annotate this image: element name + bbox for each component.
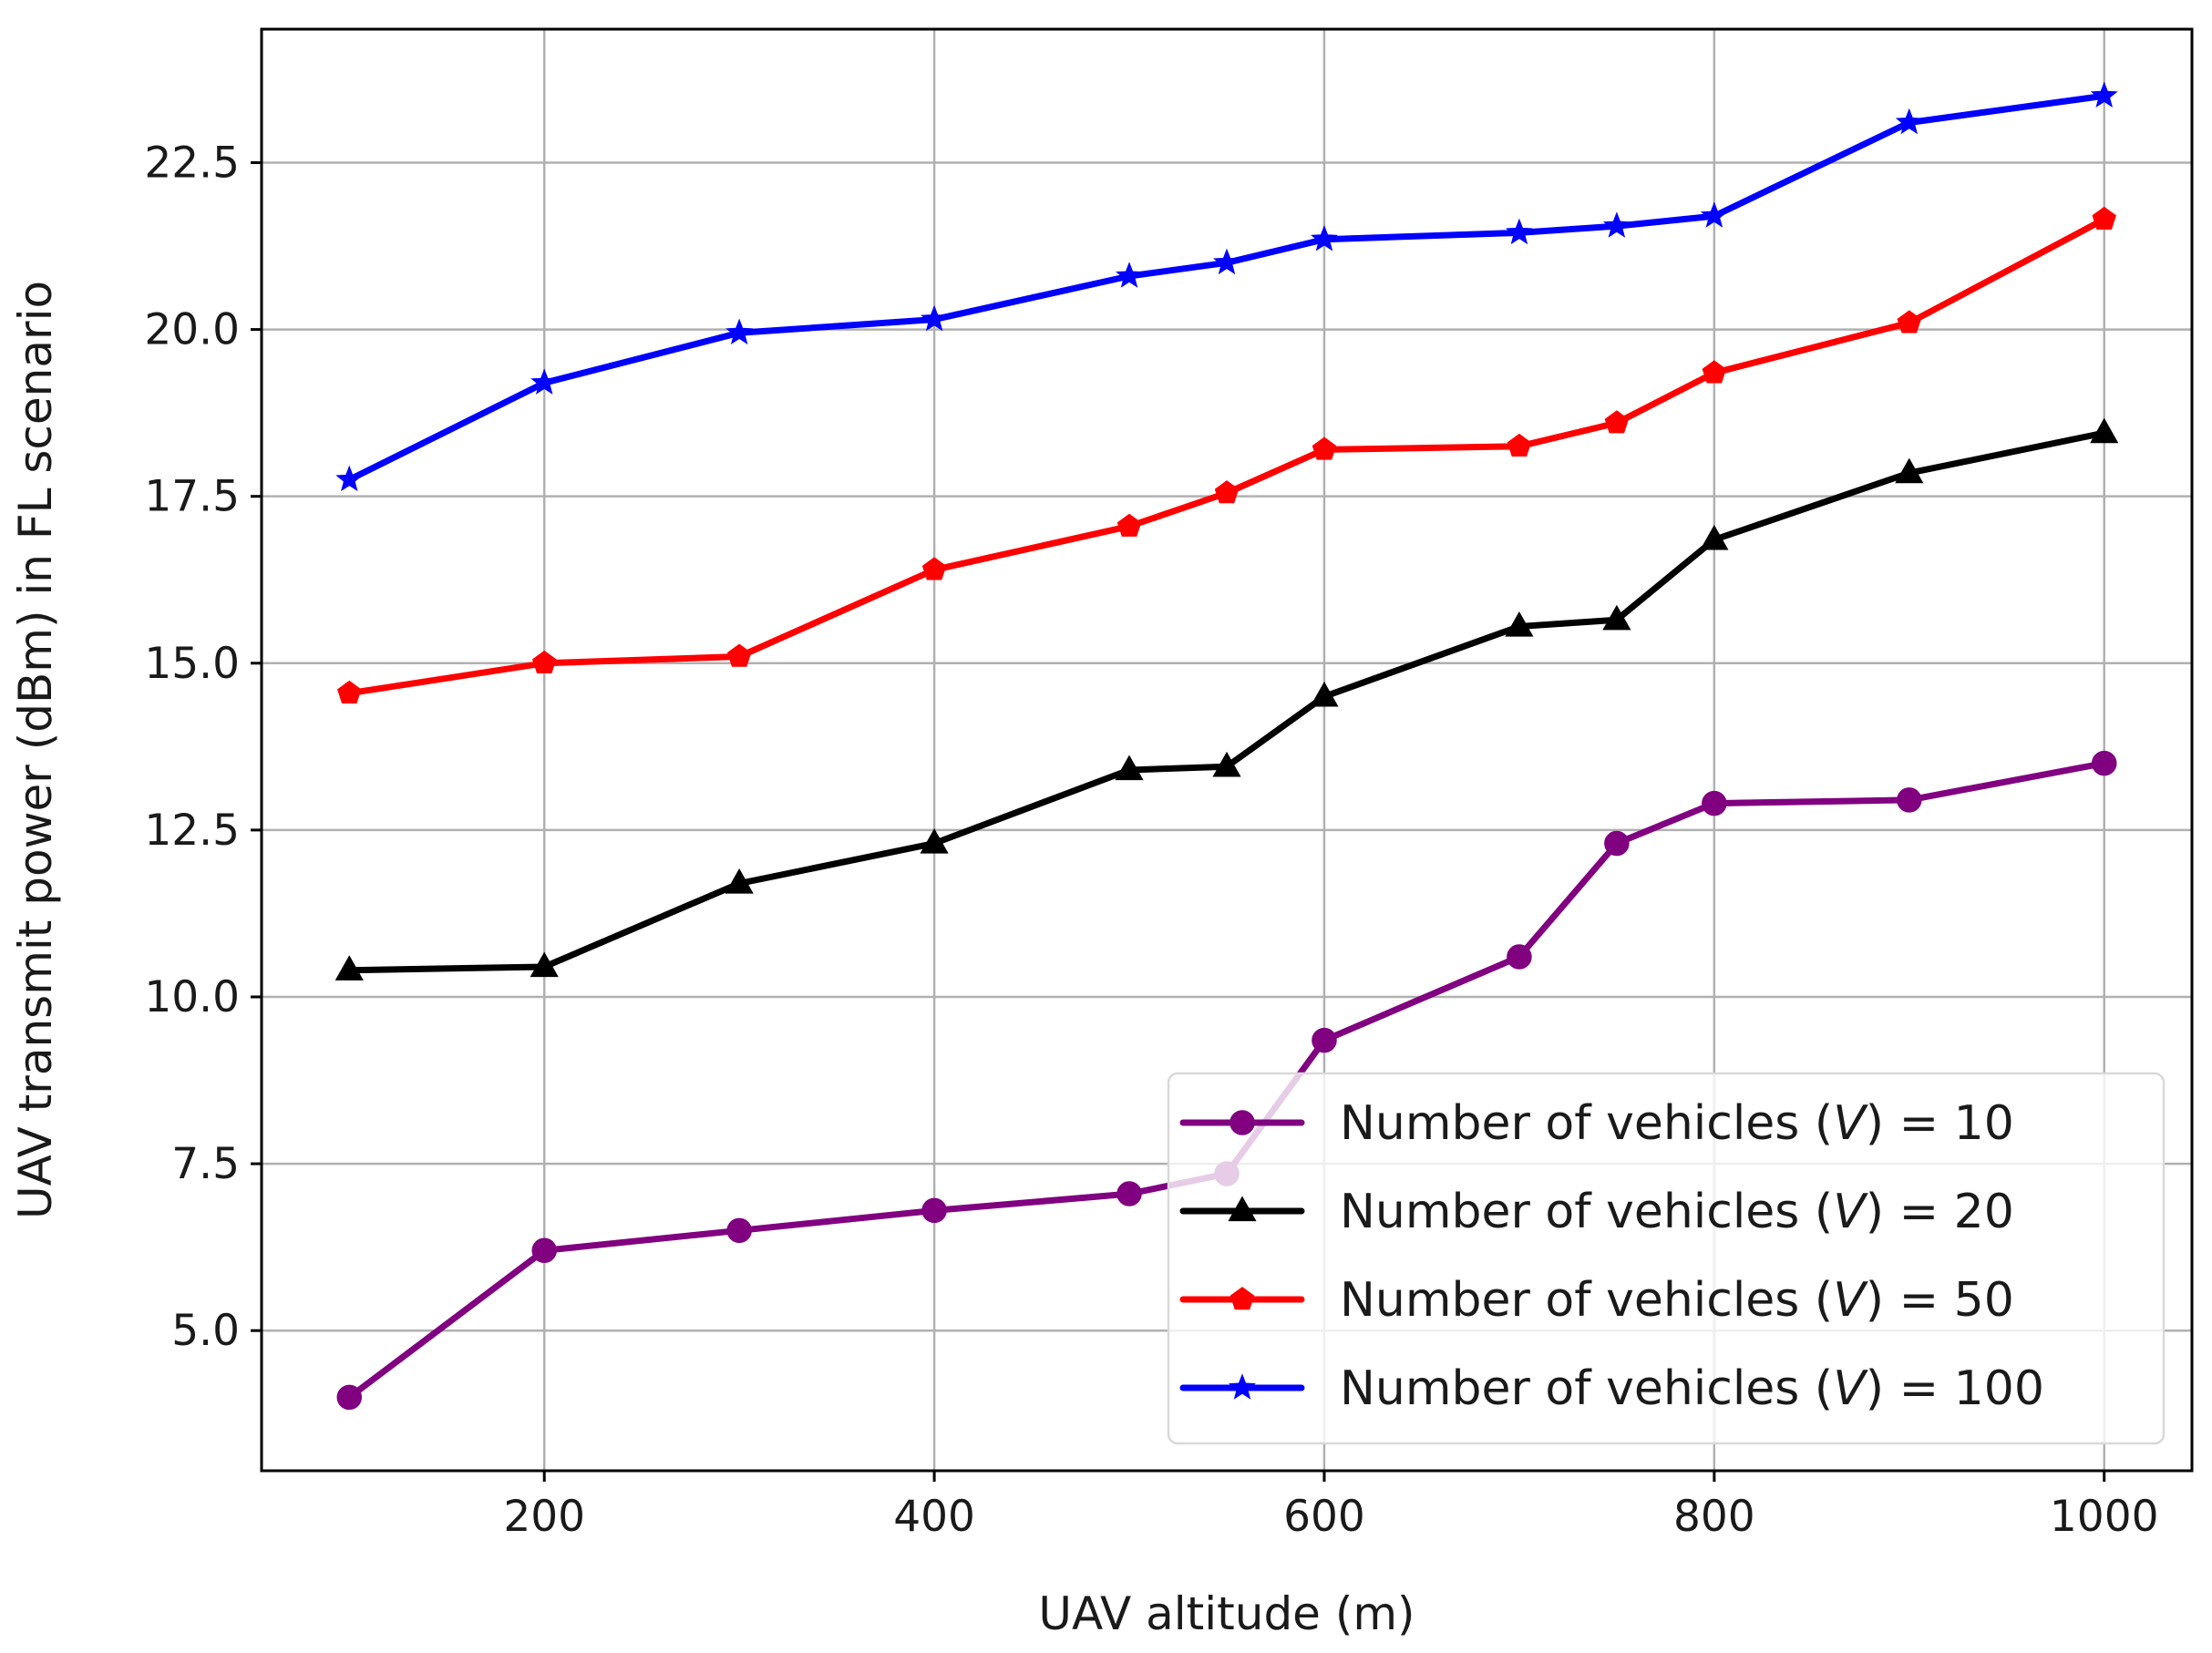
series-2 <box>334 417 2119 981</box>
data-point <box>1897 787 1922 813</box>
data-point <box>531 650 557 674</box>
data-point <box>1700 524 1729 550</box>
data-point <box>336 1384 363 1411</box>
data-point <box>2090 417 2119 444</box>
data-point <box>921 304 949 332</box>
x-axis-label: UAV altitude (m) <box>1038 1587 1415 1640</box>
data-point <box>335 465 364 492</box>
y-tick-label: 10.0 <box>144 972 240 1022</box>
legend-swatch-marker <box>1228 1196 1257 1222</box>
data-point <box>1702 790 1727 816</box>
plot-frame <box>260 27 2194 1473</box>
data-point <box>1604 830 1630 857</box>
legend-label-prefix: Number of vehicles ( <box>1340 1096 1833 1151</box>
legend-label-suffix: ) = 10 <box>1866 1096 2014 1151</box>
legend-item: Number of vehicles (V) = 100 <box>1179 1361 2044 1416</box>
legend-swatch-marker <box>1229 1373 1256 1400</box>
data-point <box>530 368 559 395</box>
data-point <box>1897 310 1922 334</box>
y-tick-label: 17.5 <box>144 472 240 522</box>
data-point <box>921 1197 947 1224</box>
legend-item: Number of vehicles (V) = 10 <box>1179 1096 2014 1151</box>
data-point <box>530 951 559 978</box>
data-point <box>1602 604 1631 631</box>
data-point <box>1116 1181 1142 1206</box>
legend-label-prefix: Number of vehicles ( <box>1340 1361 1833 1416</box>
x-tick-label: 1000 <box>2050 1492 2159 1542</box>
legend-item: Number of vehicles (V) = 20 <box>1179 1185 2014 1239</box>
data-point <box>1312 436 1337 460</box>
data-point <box>725 318 754 344</box>
data-point <box>2091 750 2117 776</box>
legend-swatch-marker <box>1229 1287 1255 1310</box>
legend-label-prefix: Number of vehicles ( <box>1340 1273 1833 1328</box>
y-tick-label: 22.5 <box>144 138 240 188</box>
legend-label-prefix: Number of vehicles ( <box>1340 1185 1833 1239</box>
x-tick-label: 400 <box>893 1492 975 1542</box>
legend-label-variable: V <box>1833 1361 1868 1416</box>
data-point <box>725 868 754 894</box>
series-line <box>345 429 2108 974</box>
data-point <box>1507 944 1532 970</box>
data-point <box>1700 201 1728 228</box>
y-tick-label: 20.0 <box>144 305 240 355</box>
legend-label-suffix: ) = 100 <box>1866 1361 2044 1416</box>
legend-item: Number of vehicles (V) = 50 <box>1179 1273 2014 1328</box>
x-tick-label: 600 <box>1283 1492 1365 1542</box>
data-point <box>2092 206 2116 231</box>
axis-ticks: 200 400 600 800 1000 5.0 7.5 10.0 12.5 15.0 17.5 20… <box>144 138 2158 1542</box>
series-line <box>345 92 2108 483</box>
legend-label-variable: V <box>1833 1096 1868 1151</box>
data-point <box>2090 81 2118 108</box>
data-point <box>1212 751 1241 777</box>
data-point <box>726 1217 752 1244</box>
y-axis-label: UAV transmit power (dBm) in FL scenario <box>9 281 62 1219</box>
data-point <box>337 680 362 704</box>
data-point <box>1505 218 1533 245</box>
data-point <box>1895 108 1923 135</box>
x-tick-label: 200 <box>503 1492 585 1542</box>
series-line <box>345 216 2108 697</box>
legend-label-suffix: ) = 20 <box>1866 1185 2014 1239</box>
data-point <box>1116 513 1142 537</box>
x-tick-label: 800 <box>1673 1492 1755 1542</box>
legend-label-suffix: ) = 50 <box>1866 1273 2014 1328</box>
y-tick-label: 5.0 <box>171 1306 240 1356</box>
data-point <box>1116 262 1143 288</box>
data-point <box>1115 755 1144 781</box>
data-point <box>1312 1027 1337 1053</box>
data-point <box>1214 480 1240 504</box>
legend-label-variable: V <box>1833 1273 1868 1328</box>
data-point <box>1702 360 1727 384</box>
data-point <box>1310 681 1339 707</box>
legend-label: Number of vehicles (V) = 20 <box>1340 1185 2014 1239</box>
series-3 <box>337 206 2116 704</box>
y-tick-label: 15.0 <box>144 639 240 689</box>
series-4 <box>335 81 2118 492</box>
legend-label-variable: V <box>1833 1185 1868 1239</box>
legend-swatch-marker <box>1229 1110 1255 1135</box>
data-point <box>1311 224 1338 252</box>
legend-label: Number of vehicles (V) = 10 <box>1340 1096 2014 1151</box>
data-point <box>1602 211 1631 238</box>
legend-box <box>1167 1072 2166 1445</box>
y-tick-label: 12.5 <box>144 806 240 856</box>
data-point <box>921 557 947 580</box>
data-point <box>1213 248 1240 275</box>
data-point <box>531 1237 557 1264</box>
legend-label: Number of vehicles (V) = 50 <box>1340 1273 2014 1328</box>
data-point <box>920 828 949 854</box>
data-point <box>334 955 364 981</box>
data-point <box>1505 611 1534 637</box>
data-point <box>1507 433 1532 457</box>
y-tick-label: 7.5 <box>171 1139 240 1189</box>
data-point <box>1895 457 1924 484</box>
data-point <box>1604 410 1630 434</box>
legend-label: Number of vehicles (V) = 100 <box>1340 1361 2044 1416</box>
data-point <box>726 643 752 667</box>
